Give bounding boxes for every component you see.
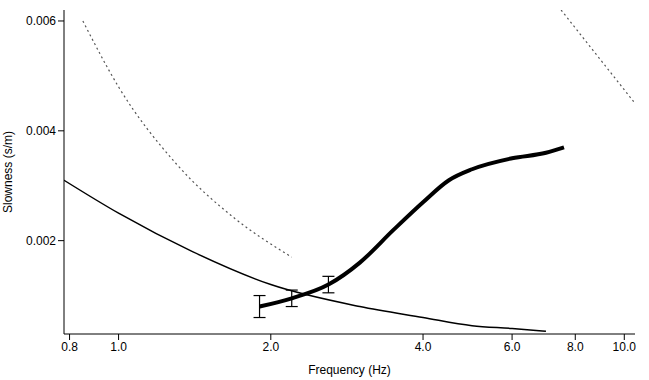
svg-text:0.004: 0.004 xyxy=(26,124,56,138)
svg-text:0.8: 0.8 xyxy=(61,340,78,354)
svg-text:Frequency (Hz): Frequency (Hz) xyxy=(308,363,391,377)
svg-text:0.002: 0.002 xyxy=(26,234,56,248)
svg-text:0.006: 0.006 xyxy=(26,14,56,28)
svg-text:Slowness (s/m): Slowness (s/m) xyxy=(1,131,15,213)
svg-text:6.0: 6.0 xyxy=(504,340,521,354)
svg-text:2.0: 2.0 xyxy=(262,340,279,354)
svg-text:8.0: 8.0 xyxy=(567,340,584,354)
svg-text:4.0: 4.0 xyxy=(415,340,432,354)
svg-text:1.0: 1.0 xyxy=(110,340,127,354)
svg-text:10.0: 10.0 xyxy=(613,340,637,354)
